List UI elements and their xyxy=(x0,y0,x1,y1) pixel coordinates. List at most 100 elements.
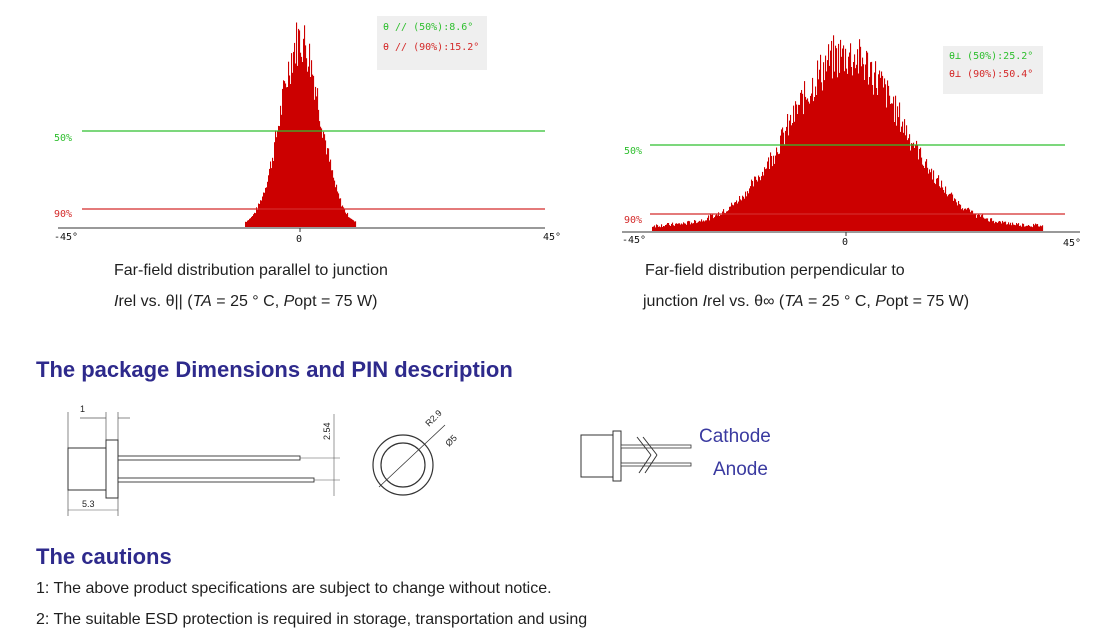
histogram-bar xyxy=(733,205,735,231)
histogram-bar xyxy=(997,223,999,231)
histogram-bar xyxy=(340,198,342,227)
histogram-bar xyxy=(265,187,267,227)
histogram-bar xyxy=(1029,225,1031,231)
histogram-bar xyxy=(797,114,799,231)
histogram-bar xyxy=(730,206,732,231)
histogram-bar xyxy=(727,211,729,231)
histogram-bar xyxy=(735,202,737,231)
histogram-bar xyxy=(752,181,754,231)
histogram-bar xyxy=(777,152,779,231)
histogram-bar xyxy=(1028,225,1030,231)
histogram-bar xyxy=(874,72,876,231)
histogram-bar xyxy=(769,169,771,231)
histogram-bar xyxy=(786,126,788,231)
histogram-bar xyxy=(927,167,929,231)
histogram-bar xyxy=(764,167,766,231)
histogram-bar xyxy=(253,214,255,227)
histogram-bar xyxy=(740,199,742,231)
histogram-bar xyxy=(772,166,774,231)
histogram-bar xyxy=(983,217,985,231)
histogram-bar xyxy=(318,109,320,227)
histogram-bar xyxy=(852,75,854,232)
histogram-bar xyxy=(776,147,778,231)
histogram-bar xyxy=(314,99,316,227)
histogram-bar xyxy=(862,57,864,231)
histogram-bar xyxy=(690,224,692,231)
histogram-bar xyxy=(1038,226,1040,231)
label-90-percent: 90% xyxy=(624,215,642,226)
histogram-bar xyxy=(981,215,983,231)
histogram-bar xyxy=(870,62,872,232)
histogram-bar xyxy=(828,44,830,232)
histogram-bar xyxy=(829,65,831,232)
histogram-bar xyxy=(953,200,955,231)
histogram-bar xyxy=(937,178,939,231)
tick-label-center: 0 xyxy=(842,237,848,248)
histogram-bar xyxy=(805,96,807,232)
histogram-bar xyxy=(766,168,768,231)
histogram-bar xyxy=(985,218,987,231)
histogram-bar xyxy=(904,119,906,231)
histogram-bar xyxy=(785,130,787,231)
histogram-bar xyxy=(1001,223,1003,231)
histogram-bar xyxy=(279,126,281,227)
histogram-bar xyxy=(822,90,824,231)
histogram-bar xyxy=(1019,226,1021,231)
histogram-bar xyxy=(276,137,278,227)
histogram-bar xyxy=(710,214,712,231)
histogram-bar xyxy=(949,193,951,231)
histogram-bar xyxy=(851,67,853,231)
histogram-bar xyxy=(911,143,913,231)
histogram-bar xyxy=(771,156,773,231)
histogram-bar xyxy=(906,125,908,231)
histogram-bar xyxy=(820,54,822,231)
histogram-bar xyxy=(328,148,330,227)
histogram-bar xyxy=(322,137,324,227)
histogram-bar xyxy=(998,221,1000,231)
histogram-bar xyxy=(1023,223,1025,231)
histogram-bar xyxy=(849,52,851,231)
histogram-bar xyxy=(683,222,685,231)
histogram-bar xyxy=(732,204,734,231)
histogram-bar xyxy=(917,144,919,231)
histogram-bar xyxy=(1025,226,1027,231)
histogram-bar xyxy=(972,210,974,231)
histogram-bar xyxy=(305,45,307,228)
histogram-bar xyxy=(857,49,859,232)
far-field-parallel-chart: 50% 90% -45° 0 45° xyxy=(54,22,561,245)
histogram-bar xyxy=(695,220,697,231)
histogram-bar xyxy=(332,170,334,227)
histogram-bar xyxy=(714,217,716,231)
histogram-bar xyxy=(688,220,690,231)
histogram-bar xyxy=(878,74,880,231)
histogram-bar xyxy=(763,175,765,231)
package-top-view-drawing: R2.9 Ø5 xyxy=(372,408,459,496)
histogram-bar xyxy=(875,61,877,232)
histogram-bar xyxy=(962,208,964,231)
histogram-bar xyxy=(780,135,782,231)
histogram-bar xyxy=(999,221,1001,231)
histogram-bar xyxy=(718,212,720,231)
histogram-bar xyxy=(823,62,825,232)
histogram-bar xyxy=(249,218,251,227)
histogram-bar xyxy=(275,130,277,227)
histogram-bar xyxy=(1037,224,1039,231)
histogram-bar xyxy=(788,135,790,231)
histogram-bar xyxy=(773,155,775,231)
histogram-bar xyxy=(811,93,813,231)
histogram-bar xyxy=(856,64,858,231)
histogram-bar xyxy=(800,92,802,231)
pin-label-anode: Anode xyxy=(713,459,768,480)
histogram-bar xyxy=(299,30,301,228)
histogram-bar xyxy=(869,77,871,231)
histogram-bar xyxy=(325,140,327,227)
histogram-bar xyxy=(855,68,857,231)
histogram-bar xyxy=(1017,224,1019,231)
label-90-percent: 90% xyxy=(54,209,72,220)
histogram-bar xyxy=(679,223,681,231)
histogram-bar xyxy=(933,170,935,231)
histogram-bar xyxy=(854,54,856,232)
histogram-bar xyxy=(824,80,826,231)
histogram-bar xyxy=(725,213,727,231)
histogram-bar xyxy=(1011,225,1013,231)
